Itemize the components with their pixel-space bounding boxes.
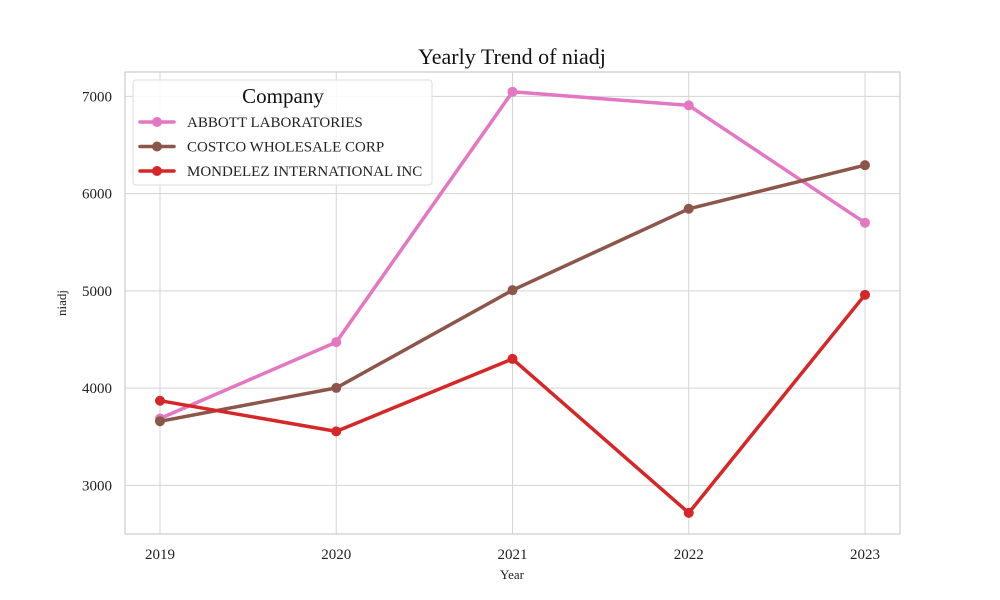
legend-item: COSTCO WHOLESALE CORP [138,140,384,156]
data-point [860,289,870,300]
legend-title: Company [242,84,324,108]
y-axis-ticks: 3000 4000 5000 6000 7000 [82,89,112,494]
data-point [683,100,694,111]
y-tick-label: 6000 [82,187,112,203]
x-axis-label: Year [500,567,525,582]
legend-item: MONDELEZ INTERNATIONAL INC [138,164,422,180]
legend-item: ABBOTT LABORATORIES [138,115,363,131]
legend-marker [152,166,162,176]
data-point [683,507,694,518]
data-point [683,203,694,214]
series-group [155,86,870,518]
data-point [507,86,518,97]
legend: Company ABBOTT LABORATORIES COSTCO WHOLES… [132,79,433,186]
data-point [860,160,870,171]
y-tick-label: 4000 [82,381,112,397]
legend-marker [152,141,162,152]
legend-items: ABBOTT LABORATORIES COSTCO WHOLESALE CORP… [138,115,422,180]
chart-title: Yearly Trend of niadj [418,44,606,69]
legend-box [132,79,433,186]
legend-marker [152,117,162,127]
data-point [331,382,342,393]
x-tick-label: 2022 [674,547,704,563]
data-point [155,416,165,427]
x-axis-ticks: 2019 2020 2021 2022 2023 [145,547,880,563]
data-point [860,217,870,228]
data-point [331,337,342,348]
data-point [331,426,342,437]
legend-label: ABBOTT LABORATORIES [187,115,363,131]
data-point [507,285,518,296]
series-2 [155,289,870,518]
legend-label: COSTCO WHOLESALE CORP [187,140,384,156]
series-1 [155,160,870,427]
plot-frame [124,71,901,535]
y-tick-label: 3000 [82,478,112,494]
x-tick-label: 2019 [145,547,175,563]
y-axis-label: niadj [54,290,69,316]
data-point [155,395,165,406]
x-tick-label: 2020 [321,547,351,563]
x-tick-label: 2023 [850,547,880,563]
x-tick-label: 2021 [498,547,528,563]
data-point [507,353,518,364]
y-tick-label: 5000 [82,284,112,300]
y-tick-label: 7000 [82,89,112,105]
legend-label: MONDELEZ INTERNATIONAL INC [187,164,422,180]
